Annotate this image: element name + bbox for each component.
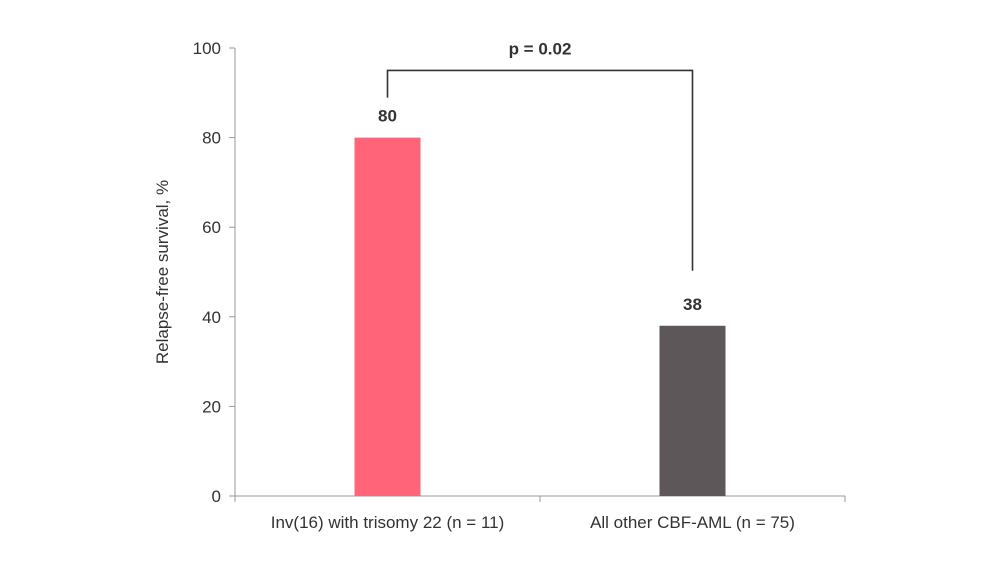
category-label: Inv(16) with trisomy 22 (n = 11): [271, 513, 505, 532]
bar: [354, 137, 421, 496]
bracket-line: [386, 69, 694, 271]
y-tick-label: 20: [202, 397, 221, 416]
p-value-label: p = 0.02: [509, 39, 572, 58]
bar-value-label: 38: [683, 295, 702, 314]
category-labels: Inv(16) with trisomy 22 (n = 11) All othe…: [271, 513, 795, 532]
data-labels: 80 38: [378, 107, 702, 314]
y-tick-label: 60: [202, 218, 221, 237]
bars: [354, 137, 726, 496]
significance-bracket: p = 0.02: [386, 39, 694, 271]
bar: [659, 325, 726, 496]
category-label: All other CBF-AML (n = 75): [590, 513, 795, 532]
x-axis: [234, 495, 846, 502]
y-tick-label: 80: [202, 129, 221, 148]
bar-value-label: 80: [378, 107, 397, 126]
y-ticks: 0 20 40 60 80 100: [193, 39, 235, 506]
y-tick-label: 0: [212, 487, 221, 506]
y-axis-title: Relapse-free survival, %: [153, 180, 172, 364]
y-tick-label: 100: [193, 39, 221, 58]
y-tick-label: 40: [202, 308, 221, 327]
